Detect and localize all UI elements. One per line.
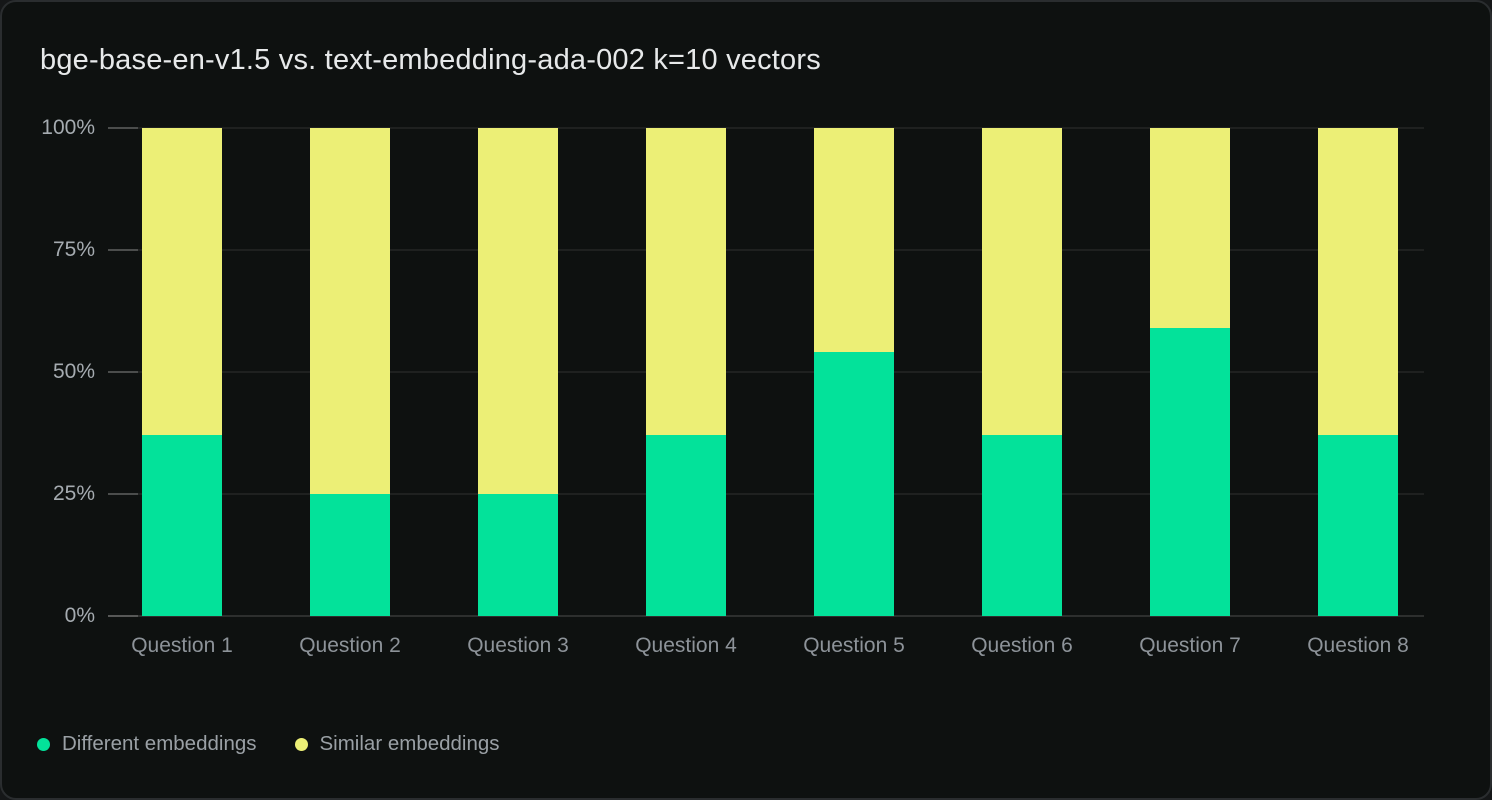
- bar-segment-similar-embeddings-question-1[interactable]: [142, 128, 222, 436]
- bar-segment-similar-embeddings-question-2[interactable]: [310, 128, 390, 494]
- legend-label-different-embeddings: Different embeddings: [62, 732, 257, 755]
- chart-title: bge-base-en-v1.5 vs. text-embedding-ada-…: [40, 44, 821, 76]
- x-axis-label-question-1: Question 1: [131, 634, 233, 657]
- y-axis-label-100: 100%: [41, 116, 95, 139]
- gridline-100: [108, 127, 1424, 129]
- bar-group-question-2[interactable]: [310, 128, 390, 616]
- bar-segment-similar-embeddings-question-3[interactable]: [478, 128, 558, 494]
- legend-item-different-embeddings[interactable]: Different embeddings: [37, 732, 257, 756]
- legend-dot-similar-embeddings: [294, 737, 308, 751]
- y-axis-label-75: 75%: [52, 238, 95, 261]
- bar-segment-different-embeddings-question-4[interactable]: [646, 435, 726, 616]
- gridline-0: [108, 615, 1424, 617]
- y-axis-label-25: 25%: [52, 482, 95, 505]
- x-axis-label-question-3: Question 3: [467, 634, 569, 657]
- y-axis-tick-0: [108, 615, 138, 617]
- bar-segment-different-embeddings-question-8[interactable]: [1318, 435, 1398, 616]
- bar-segment-similar-embeddings-question-5[interactable]: [814, 128, 894, 353]
- bar-group-question-5[interactable]: [814, 128, 894, 616]
- bar-group-question-4[interactable]: [646, 128, 726, 616]
- bar-segment-different-embeddings-question-2[interactable]: [310, 494, 390, 616]
- bar-segment-different-embeddings-question-6[interactable]: [982, 435, 1062, 616]
- bar-segment-different-embeddings-question-3[interactable]: [478, 494, 558, 616]
- bar-segment-similar-embeddings-question-7[interactable]: [1150, 128, 1230, 329]
- bar-group-question-8[interactable]: [1318, 128, 1398, 616]
- x-axis-label-question-7: Question 7: [1139, 634, 1241, 657]
- y-axis-tick-50: [108, 371, 138, 373]
- y-axis-tick-25: [108, 493, 138, 495]
- bar-segment-different-embeddings-question-7[interactable]: [1150, 328, 1230, 616]
- bar-segment-different-embeddings-question-5[interactable]: [814, 352, 894, 616]
- bar-segment-similar-embeddings-question-8[interactable]: [1318, 128, 1398, 436]
- bar-group-question-7[interactable]: [1150, 128, 1230, 616]
- bar-group-question-6[interactable]: [982, 128, 1062, 616]
- x-axis-label-question-5: Question 5: [803, 634, 905, 657]
- y-axis-label-50: 50%: [52, 360, 95, 383]
- gridline-50: [108, 371, 1424, 373]
- gridline-75: [108, 249, 1424, 251]
- chart-legend: Different embeddings Similar embeddings: [37, 732, 500, 756]
- bar-group-question-1[interactable]: [142, 128, 222, 616]
- x-axis-label-question-6: Question 6: [971, 634, 1073, 657]
- bar-segment-similar-embeddings-question-4[interactable]: [646, 128, 726, 436]
- plot-area: 0% 25% 50% 75% 100%: [2, 116, 1490, 627]
- x-axis-label-question-4: Question 4: [635, 634, 737, 657]
- x-axis-label-question-2: Question 2: [299, 634, 401, 657]
- bar-segment-different-embeddings-question-1[interactable]: [142, 435, 222, 616]
- x-axis-label-question-8: Question 8: [1307, 634, 1409, 657]
- legend-label-similar-embeddings: Similar embeddings: [319, 732, 500, 755]
- legend-dot-different-embeddings: [37, 737, 50, 751]
- y-axis-label-0: 0%: [64, 604, 95, 627]
- bar-group-question-3[interactable]: [478, 128, 558, 616]
- y-axis-tick-100: [108, 127, 138, 129]
- legend-item-similar-embeddings[interactable]: Similar embeddings: [294, 732, 500, 756]
- y-axis-tick-75: [108, 249, 138, 251]
- bar-segment-similar-embeddings-question-6[interactable]: [982, 128, 1062, 436]
- gridline-25: [108, 493, 1424, 495]
